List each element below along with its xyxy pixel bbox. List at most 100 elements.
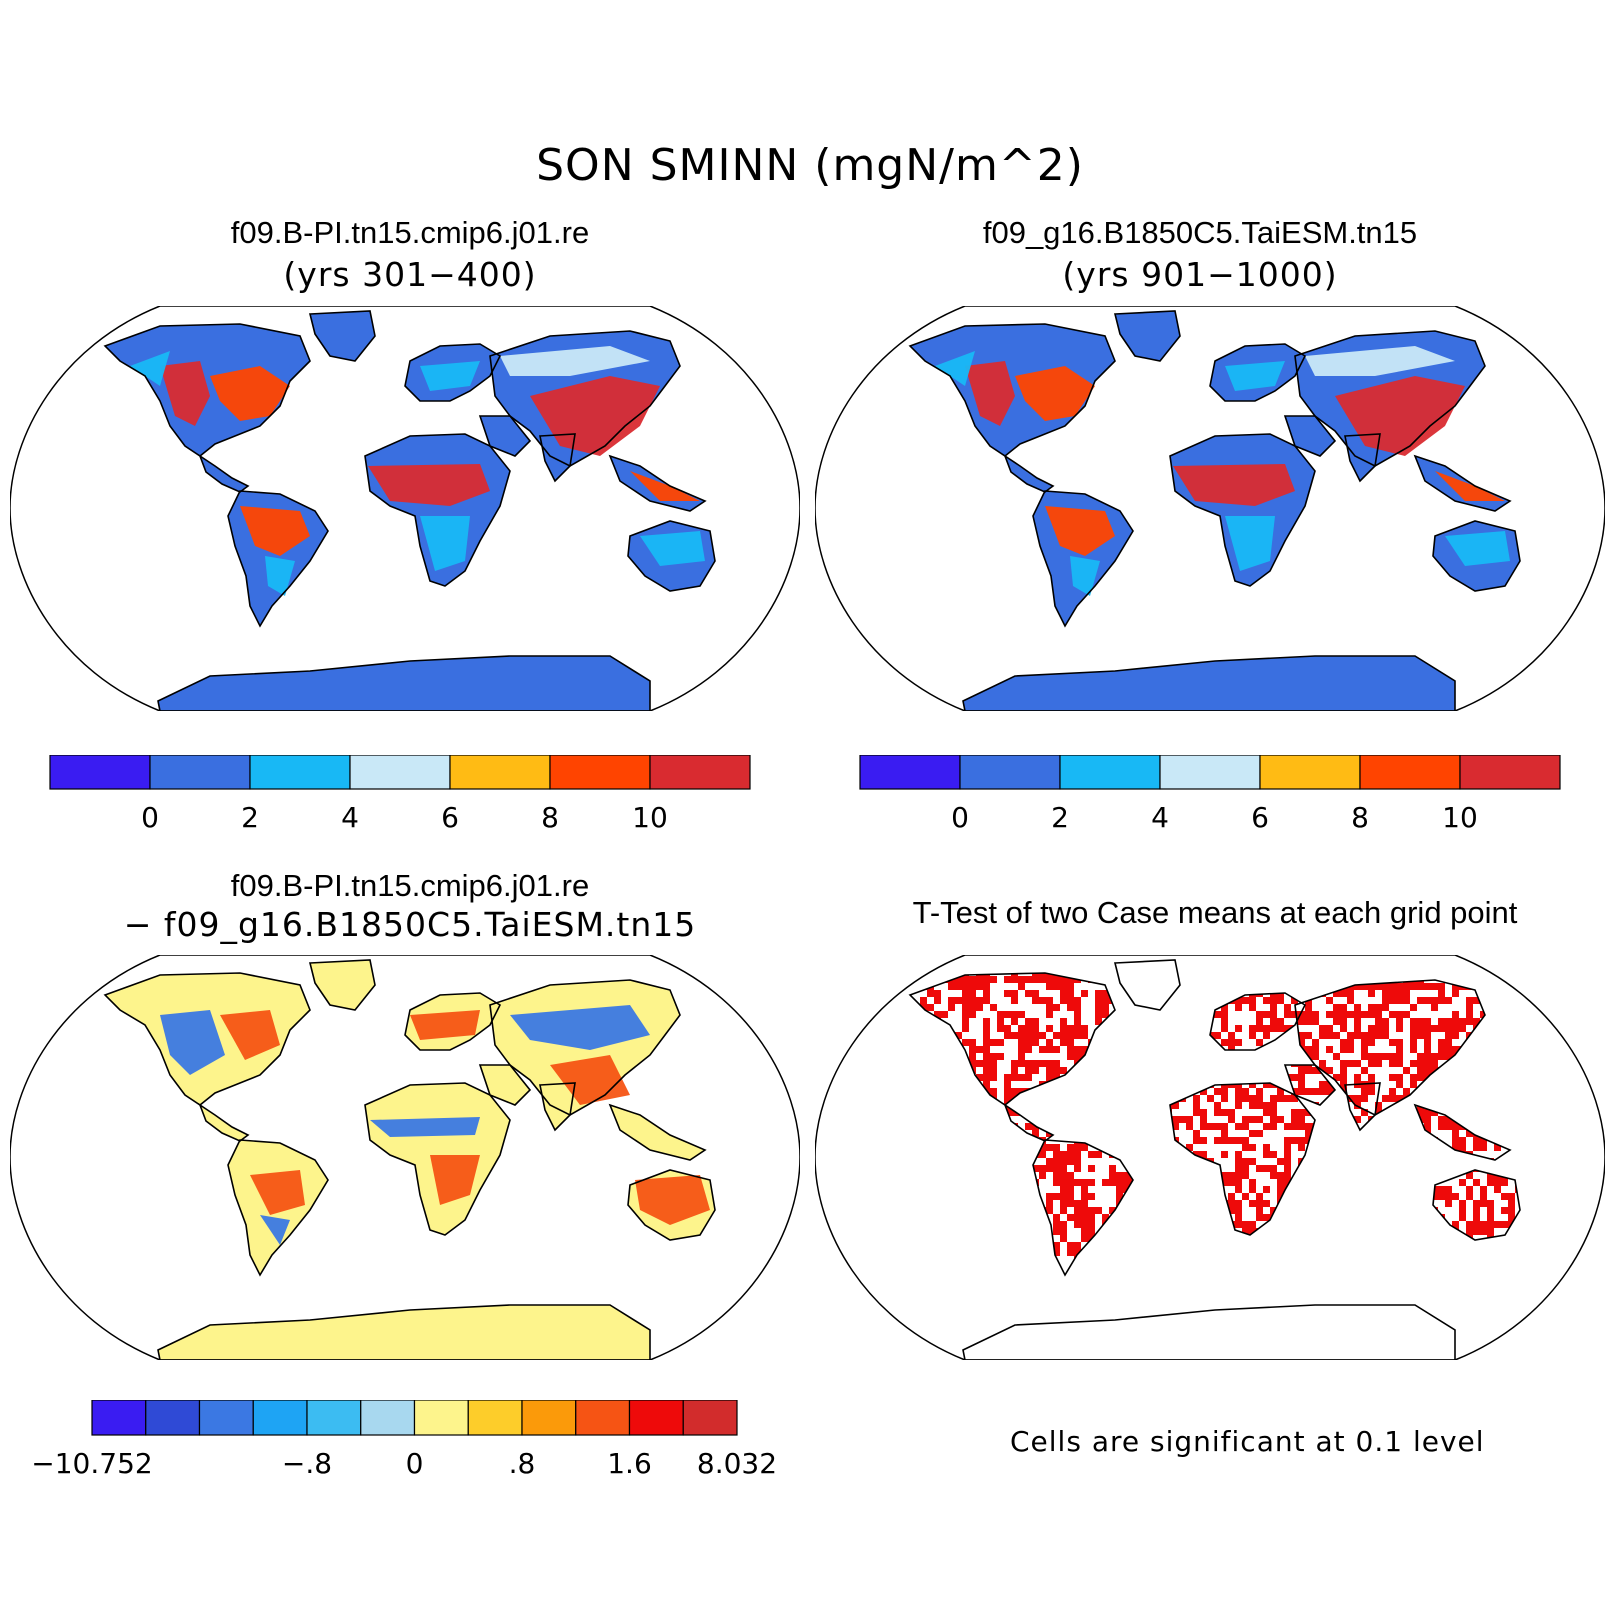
sig-cell (1522, 969, 1529, 976)
sig-cell (1060, 1228, 1067, 1235)
sig-cell (857, 976, 864, 983)
sig-cell (1291, 1116, 1298, 1123)
sig-cell (1221, 1172, 1228, 1179)
sig-cell (1053, 1151, 1060, 1158)
sig-cell (1578, 1263, 1585, 1270)
sig-cell (1578, 962, 1585, 969)
colorbar-box (449, 755, 551, 790)
coast-india (539, 433, 576, 483)
sig-cell (899, 962, 906, 969)
sig-cell (1018, 1053, 1025, 1060)
sig-cell (1249, 1144, 1256, 1151)
sig-cell (983, 1025, 990, 1032)
coast-asia (1294, 979, 1486, 1116)
sig-cell (1312, 1088, 1319, 1095)
sig-cell (1592, 1249, 1599, 1256)
sig-cell (1445, 997, 1452, 1004)
sig-cell (1410, 1032, 1417, 1039)
colorbar-tick-label: −.8 (282, 1447, 332, 1480)
sig-cell (1032, 1025, 1039, 1032)
sig-cell (1060, 1025, 1067, 1032)
sig-cell (1403, 1011, 1410, 1018)
sig-cell (1382, 1025, 1389, 1032)
colorbar-box (349, 755, 451, 790)
field-patch (250, 1170, 305, 1215)
sig-cell (1235, 1088, 1242, 1095)
field-patch (630, 471, 700, 501)
sig-cell (822, 990, 829, 997)
sig-cell (822, 962, 829, 969)
sig-cell (836, 1039, 843, 1046)
sig-cell (836, 983, 843, 990)
sig-cell (850, 990, 857, 997)
sig-cell (1459, 1144, 1466, 1151)
sig-cell (1585, 1263, 1592, 1270)
colorbar-box (1259, 755, 1361, 790)
sig-cell (1067, 1249, 1074, 1256)
sig-cell (815, 969, 822, 976)
sig-cell (983, 1039, 990, 1046)
sig-cell (815, 1095, 822, 1102)
sig-cell (1585, 1284, 1592, 1291)
sig-cell (1424, 1032, 1431, 1039)
land-centralAmerica (1005, 456, 1053, 492)
sig-cell (1368, 1060, 1375, 1067)
sig-cell (1396, 1074, 1403, 1081)
sig-cell (1361, 1109, 1368, 1116)
sig-cell (1116, 1172, 1123, 1179)
sig-cell (1074, 1200, 1081, 1207)
sig-cell (1501, 1221, 1508, 1228)
sig-cell (1375, 983, 1382, 990)
sig-cell (1074, 1144, 1081, 1151)
sig-cell (1270, 1116, 1277, 1123)
sig-cell (815, 1270, 822, 1277)
sig-cell (1396, 997, 1403, 1004)
sig-cell (983, 1060, 990, 1067)
sig-cell (1424, 1109, 1431, 1116)
sig-cell (1543, 1305, 1550, 1312)
sig-cell (969, 990, 976, 997)
sig-cell (1298, 1018, 1305, 1025)
sig-cell (1340, 1018, 1347, 1025)
colorbar-box (360, 1400, 416, 1436)
sig-cell (1060, 1172, 1067, 1179)
sig-cell (892, 962, 899, 969)
sig-cell (1298, 1123, 1305, 1130)
sig-cell (1046, 1011, 1053, 1018)
sig-cell (1186, 1144, 1193, 1151)
sig-cell (1249, 1228, 1256, 1235)
sig-cell (1291, 1123, 1298, 1130)
sig-cell (1088, 1228, 1095, 1235)
sig-cell (1235, 1137, 1242, 1144)
sig-cell (850, 1011, 857, 1018)
colorbar-tick-label: 10 (1442, 801, 1478, 834)
sig-cell (1585, 1039, 1592, 1046)
sig-cell (990, 1060, 997, 1067)
colorbar-box (149, 755, 251, 790)
sig-cell (1431, 1004, 1438, 1011)
sig-cell (1466, 1228, 1473, 1235)
sig-cell (1585, 1025, 1592, 1032)
sig-cell (1599, 1067, 1605, 1074)
sig-cell (1592, 1004, 1599, 1011)
sig-cell (1319, 1081, 1326, 1088)
sig-cell (829, 1018, 836, 1025)
sig-cell (1543, 1319, 1550, 1326)
sig-cell (1053, 976, 1060, 983)
coast-southAmerica (227, 1139, 329, 1277)
sig-cell (1424, 1123, 1431, 1130)
sig-cell (1074, 1025, 1081, 1032)
sig-cell (1095, 1207, 1102, 1214)
colorbar-box (575, 1400, 631, 1436)
colorbar-box (49, 755, 151, 790)
sig-cell (1431, 1025, 1438, 1032)
sig-cell (1256, 1018, 1263, 1025)
sig-cell (1473, 955, 1480, 962)
sig-cell (1081, 1207, 1088, 1214)
sig-cell (1228, 1109, 1235, 1116)
sig-cell (815, 1256, 822, 1263)
field-patch (500, 346, 650, 376)
sig-cell (1473, 1179, 1480, 1186)
coast-greenland (308, 310, 376, 362)
sig-cell (1424, 1025, 1431, 1032)
